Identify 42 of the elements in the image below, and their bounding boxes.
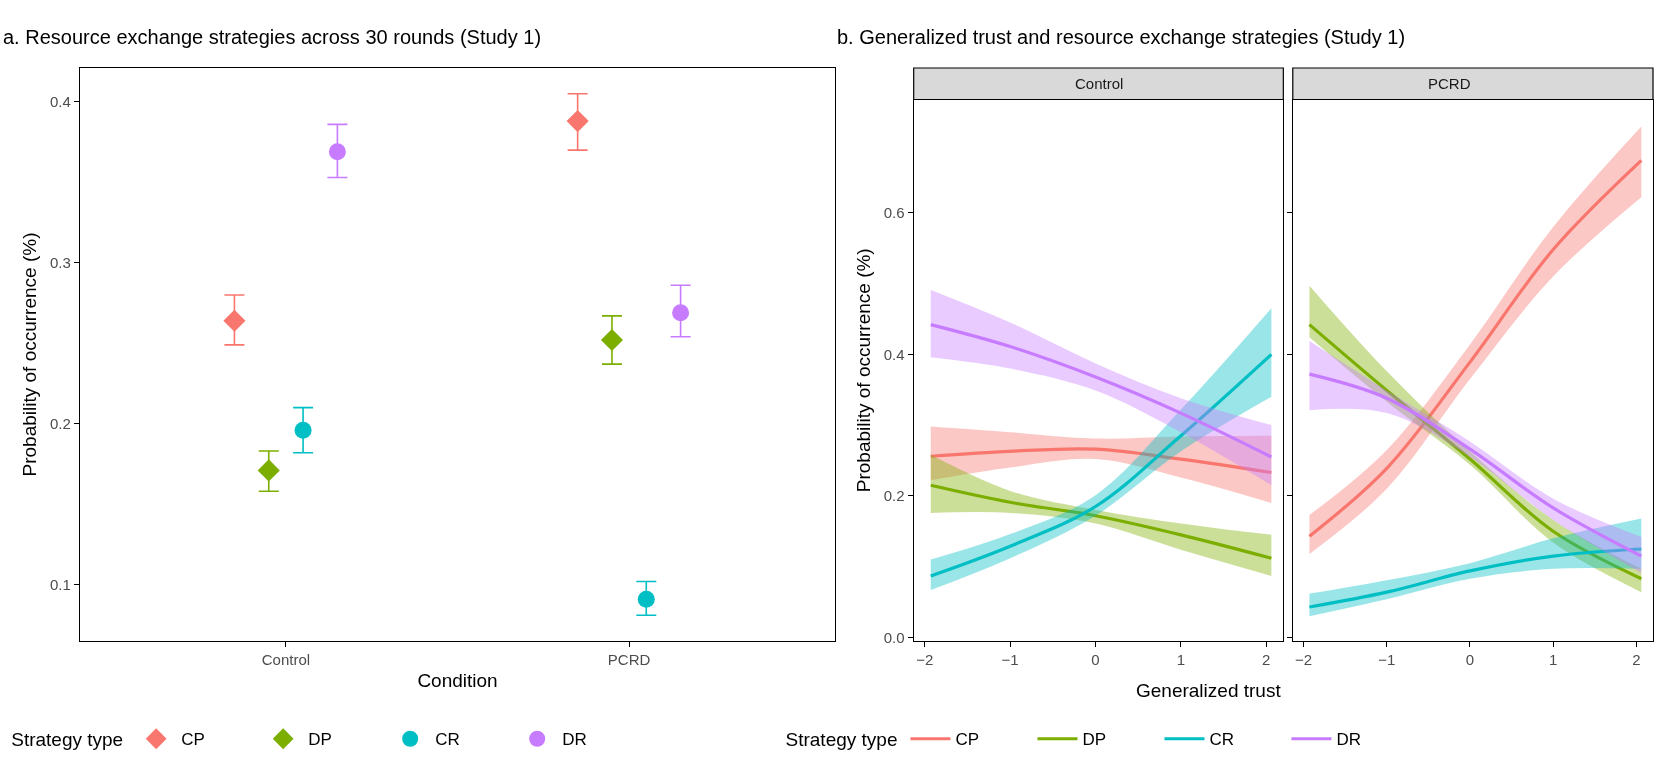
x-tick-label: −2 [916,651,934,669]
x-tick-label: 1 [1176,651,1186,669]
x-tick-label: −1 [1378,651,1396,669]
chart-subtitle: Control [1075,75,1124,92]
chart-title: b. Generalized trust and resource exchange strategies (Study 1) [837,26,1406,48]
line-series [929,447,1273,475]
y-tick-label: 0.2 [883,487,905,505]
line-series [929,483,1273,560]
x-tick-label: 0 [1465,651,1475,669]
x-tick-label: −2 [1295,651,1313,669]
legend-title: Strategy type [11,728,124,750]
y-tick-label: 0.2 [50,414,71,432]
line-series [929,352,1273,578]
line-series [929,323,1273,459]
y-tick-label: 0.3 [50,254,71,272]
legend-label: DP [1082,730,1107,750]
y-tick-label: 0.4 [50,93,71,111]
legend-label: DP [308,730,332,750]
legend-label: CP [955,730,980,750]
x-tick-label: PCRD [607,651,651,669]
legend-label: CR [435,730,460,750]
x-tick-label: −1 [1001,651,1019,669]
x-tick-label: 1 [1549,651,1558,669]
x-axis-title: Generalized trust [1136,680,1282,701]
y-tick-label: 0.1 [50,575,71,593]
y-axis-title: Probability of occurrence (%) [18,232,40,477]
legend-label: DR [562,730,587,750]
x-tick-label: 2 [1632,651,1641,669]
chart-subtitle: PCRD [1428,75,1471,92]
y-tick-label: 0.4 [883,345,905,363]
legend-label: DR [1336,730,1362,750]
x-tick-label: 2 [1262,651,1271,669]
x-tick-label: 0 [1091,651,1100,669]
chart-title: a. Resource exchange strategies across 30 rounds (Study 1) [3,26,542,48]
legend-label: CR [1209,730,1235,750]
y-tick-label: 0.6 [883,204,905,222]
y-axis-title: Probability of occurrence (%) [852,248,874,493]
x-tick-label: Control [261,651,311,669]
x-axis-title: Condition [417,669,498,691]
legend-label: CP [181,730,205,750]
legend-title: Strategy type [785,728,898,750]
y-tick-label: 0.0 [883,628,905,646]
